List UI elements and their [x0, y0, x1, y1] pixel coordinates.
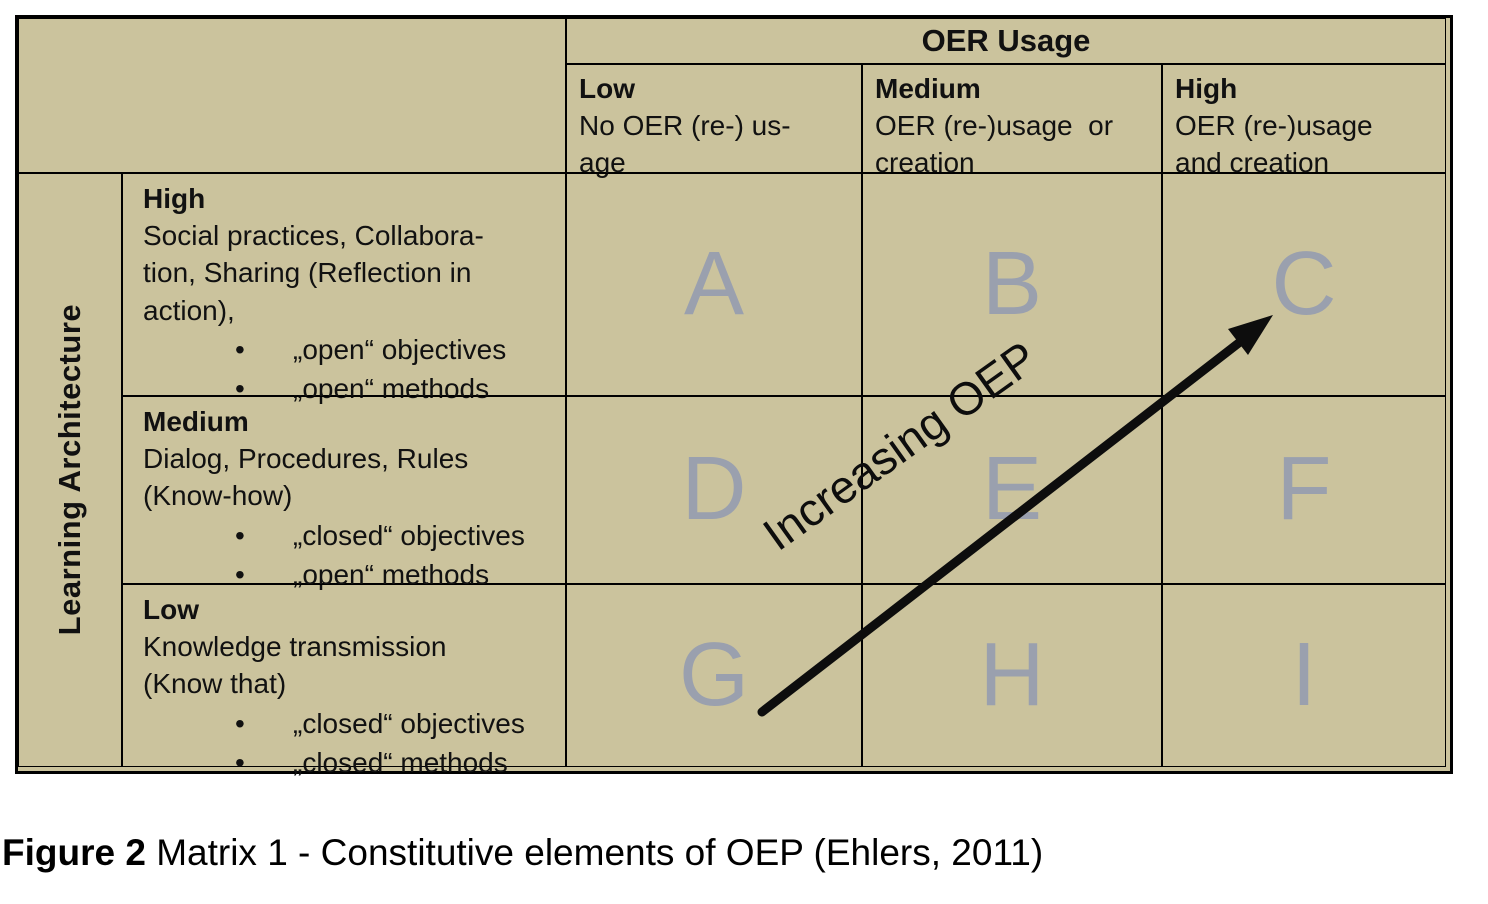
column-header-high: High OER (re-)usage and creation	[1162, 64, 1446, 178]
matrix-cell-g: G	[566, 584, 862, 767]
row-header-low-title: Low	[143, 594, 199, 625]
figure-caption: Figure 2 Matrix 1 - Constitutive element…	[2, 832, 1043, 874]
corner-blank-cell	[18, 18, 566, 173]
bullet-text: „closed“ methods	[293, 746, 508, 778]
row-header-low-bullet-1: • „closed“ objectives	[143, 705, 557, 742]
column-header-low-title: Low	[579, 73, 635, 104]
row-header-high-title: High	[143, 183, 206, 214]
matrix-cell-f: F	[1162, 396, 1446, 584]
column-header-low: Low No OER (re-) us- age	[566, 64, 862, 178]
row-header-medium: Medium Dialog, Procedures, Rules (Know-h…	[122, 396, 566, 590]
row-header-medium-title: Medium	[143, 406, 249, 437]
bullet-icon: •	[235, 333, 245, 365]
figure-caption-number: Figure 2	[2, 832, 146, 873]
column-group-header: OER Usage	[566, 18, 1446, 64]
column-header-medium-desc: OER (re-)usage or creation	[875, 110, 1114, 179]
column-header-low-desc: No OER (re-) us- age	[579, 110, 791, 179]
bullet-text: „closed“ objectives	[293, 519, 525, 551]
bullet-icon: •	[235, 373, 245, 405]
row-header-high: High Social practices, Collabora- tion, …	[122, 173, 566, 404]
bullet-icon: •	[235, 746, 245, 778]
row-header-high-bullet-1: • „open“ objectives	[143, 331, 557, 368]
column-header-high-title: High	[1175, 73, 1238, 104]
column-header-high-desc: OER (re-)usage and creation	[1175, 110, 1373, 179]
row-group-header: Learning Architecture	[18, 173, 122, 767]
figure-caption-text: Matrix 1 - Constitutive elements of OEP …	[145, 832, 1044, 873]
bullet-text: „open“ objectives	[293, 333, 507, 365]
matrix-cell-d: D	[566, 396, 862, 584]
row-header-high-bullet-2: • „open“ methods	[143, 370, 557, 407]
bullet-icon: •	[235, 707, 245, 739]
row-header-low-bullet-2: • „closed“ methods	[143, 744, 557, 781]
row-header-low: Low Knowledge transmission (Know that) •…	[122, 584, 566, 778]
matrix-cell-b: B	[862, 173, 1162, 396]
row-header-high-desc: Social practices, Collabora- tion, Shari…	[143, 220, 484, 326]
matrix-cell-c: C	[1162, 173, 1446, 396]
oep-matrix-table: OER Usage Low No OER (re-) us- age Mediu…	[15, 15, 1453, 778]
bullet-icon: •	[235, 519, 245, 551]
bullet-text: „closed“ objectives	[293, 707, 525, 739]
row-header-medium-bullet-1: • „closed“ objectives	[143, 517, 557, 554]
matrix-cell-i: I	[1162, 584, 1446, 767]
column-header-medium: Medium OER (re-)usage or creation	[862, 64, 1162, 178]
matrix-cell-a: A	[566, 173, 862, 396]
row-header-medium-desc: Dialog, Procedures, Rules (Know-how)	[143, 443, 469, 512]
bullet-text: „open“ methods	[293, 373, 490, 405]
matrix-cell-h: H	[862, 584, 1162, 767]
bullet-icon: •	[235, 558, 245, 590]
column-header-medium-title: Medium	[875, 73, 981, 104]
row-header-low-desc: Knowledge transmission (Know that)	[143, 631, 447, 700]
row-group-header-label: Learning Architecture	[52, 304, 88, 636]
